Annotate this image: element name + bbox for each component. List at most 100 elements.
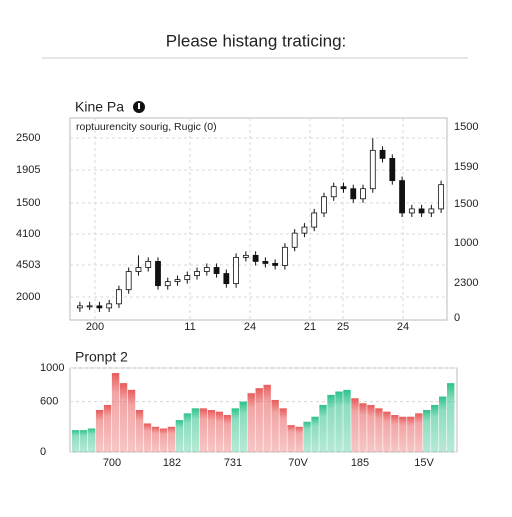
candle-body [408,208,415,214]
x-tick-label: 25 [337,321,349,333]
x-tick-label: 24 [397,321,409,333]
bar [191,408,200,452]
bar [279,408,287,452]
bar [407,416,415,452]
candle-body [389,157,396,182]
bar [447,383,455,452]
bar [295,426,303,452]
bar [367,404,375,452]
bar [95,410,104,452]
bar [167,426,176,452]
candle-body [174,279,181,283]
candle-body [282,246,288,266]
x-tick-label: 11 [184,321,195,333]
y2-tick-label: 1500 [454,198,478,210]
panel-title: Pronpt 2 [75,349,128,365]
candle-body [155,261,161,287]
candle-body [106,303,113,309]
y-tick-label: 1000 [40,362,64,374]
bar [111,373,120,452]
candle-body [311,212,318,228]
page-title: Please histang traticing: [166,31,347,50]
candle-body [76,305,83,309]
bar [215,411,224,452]
bar [103,404,112,452]
bar [343,389,351,452]
bar [439,396,447,452]
panel-subtitle: roptuurencity sourig, Rugic (0) [76,121,217,133]
x-tick-label: 700 [103,457,121,469]
candle-body [184,275,191,280]
candle-body [301,226,308,234]
bar [87,428,96,452]
panel-title: Kine Pa [75,99,124,115]
x-tick-label: 182 [163,457,181,469]
bar [207,410,216,452]
bar [79,430,88,452]
candle-body [125,271,132,291]
bar [247,393,255,452]
x-tick-label: 15V [414,457,434,469]
bar [375,408,383,452]
candle-body [145,261,152,268]
bar [303,421,311,452]
candle-body [379,149,386,159]
candle-body [233,256,239,285]
candle-body [321,196,327,214]
candle-body [223,273,230,285]
bar [263,384,271,452]
plot-frame [69,117,448,321]
bar [415,413,423,452]
bar [319,404,327,452]
y2-tick-label: 0 [454,312,460,324]
bar [159,428,168,452]
candle-body [272,263,279,266]
candle-body [252,254,259,262]
candle-body [360,188,366,200]
y2-tick-label: 2300 [454,277,478,289]
candle-body [369,149,376,190]
candle-body [291,232,298,248]
candle-body [330,186,337,198]
bar [383,411,391,452]
y-tick-label: 2000 [16,291,40,303]
candle-body [399,180,405,214]
y-tick-label: 1905 [16,164,40,176]
y2-tick-label: 1000 [454,237,478,249]
bar [223,415,231,452]
candle-body [194,271,200,276]
bar [351,398,359,452]
candle-body [428,208,435,214]
bar [311,416,319,452]
bar [135,410,144,452]
bar [183,413,192,452]
bar [231,408,239,452]
y-tick-label: 0 [40,446,46,458]
bar [327,394,335,452]
candle-body [350,188,357,200]
bar [287,425,295,452]
x-tick-label: 185 [351,457,369,469]
bar [119,383,128,452]
y-tick-label: 600 [40,396,58,408]
y-tick-label: 4503 [16,259,40,271]
x-tick-label: 24 [244,321,256,333]
bar [127,389,136,452]
bar [199,408,208,452]
candle-body [213,267,220,274]
bar [391,415,399,452]
candle-body [340,186,347,190]
candle-body [242,254,249,258]
x-tick-label: 70V [288,457,308,469]
y2-tick-label: 1590 [454,161,478,173]
bar [423,410,431,452]
bar [271,399,279,452]
bar [143,423,152,452]
bar [431,404,439,452]
x-tick-label: 731 [224,457,242,469]
y-tick-label: 4100 [16,228,40,240]
x-tick-label: 21 [304,321,316,333]
candle-body [203,267,210,272]
